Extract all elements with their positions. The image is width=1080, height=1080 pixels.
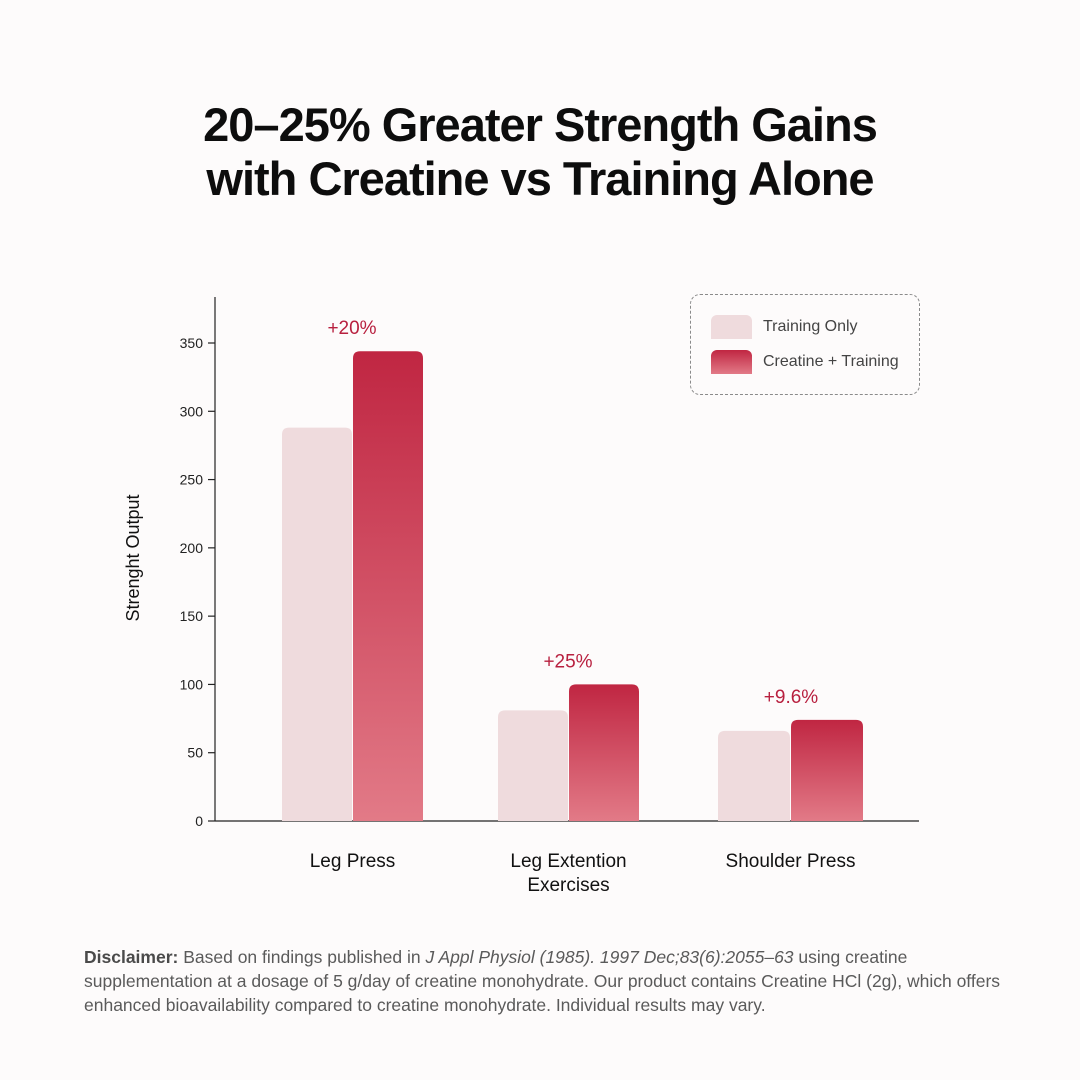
legend-item-training-only: Training Only: [711, 315, 858, 339]
legend-label-creatine-training: Creatine + Training: [763, 353, 899, 370]
y-tick-label-300: 300: [180, 403, 204, 419]
disclaimer-citation: J Appl Physiol (1985). 1997 Dec;83(6):20…: [425, 947, 794, 967]
bar-creatine-training-leg-press: [353, 351, 423, 821]
y-tick-label-250: 250: [180, 472, 204, 488]
disclaimer-label: Disclaimer:: [84, 947, 179, 967]
legend-swatch-creatine-training: [711, 350, 752, 374]
chart-title: 20–25% Greater Strength Gains with Creat…: [0, 98, 1080, 206]
disclaimer-text-1: Based on findings published in: [178, 947, 426, 967]
disclaimer: Disclaimer: Based on findings published …: [84, 945, 1004, 1017]
bar-annotation-leg-press: +20%: [327, 318, 376, 339]
bar-annotation-leg-extention-exercises: +25%: [543, 651, 592, 672]
bar-training-only-leg-extention-exercises: [498, 710, 568, 821]
chart-title-line-1: 20–25% Greater Strength Gains: [203, 98, 878, 151]
y-tick-label-0: 0: [195, 813, 203, 829]
disclaimer-text-2: using creatine supplementation at a dosa…: [84, 947, 1001, 1015]
chart-title-line-2: with Creatine vs Training Alone: [206, 152, 874, 205]
legend-label-training-only: Training Only: [763, 318, 858, 335]
y-tick-label-200: 200: [180, 540, 204, 556]
y-tick-label-350: 350: [180, 335, 204, 351]
chart-legend: Training Only Creatine + Training: [690, 294, 920, 395]
x-category-label-shoulder-press-0: Shoulder Press: [726, 851, 856, 872]
x-category-label-leg-press-0: Leg Press: [310, 851, 396, 872]
y-tick-label-100: 100: [180, 676, 204, 692]
y-tick-label-50: 50: [187, 745, 203, 761]
bar-training-only-shoulder-press: [718, 730, 790, 821]
bar-training-only-leg-press: [282, 427, 352, 821]
legend-swatch-training-only: [711, 315, 752, 339]
x-category-label-leg-extention-exercises-1: Exercises: [527, 875, 609, 896]
bar-creatine-training-leg-extention-exercises: [569, 684, 639, 821]
y-tick-label-150: 150: [180, 608, 204, 624]
bar-annotation-shoulder-press: +9.6%: [764, 687, 819, 708]
legend-item-creatine-training: Creatine + Training: [711, 350, 899, 374]
x-category-label-leg-extention-exercises-0: Leg Extention: [510, 851, 626, 872]
y-axis-label: Strenght Output: [123, 494, 143, 621]
bar-creatine-training-shoulder-press: [791, 719, 863, 821]
